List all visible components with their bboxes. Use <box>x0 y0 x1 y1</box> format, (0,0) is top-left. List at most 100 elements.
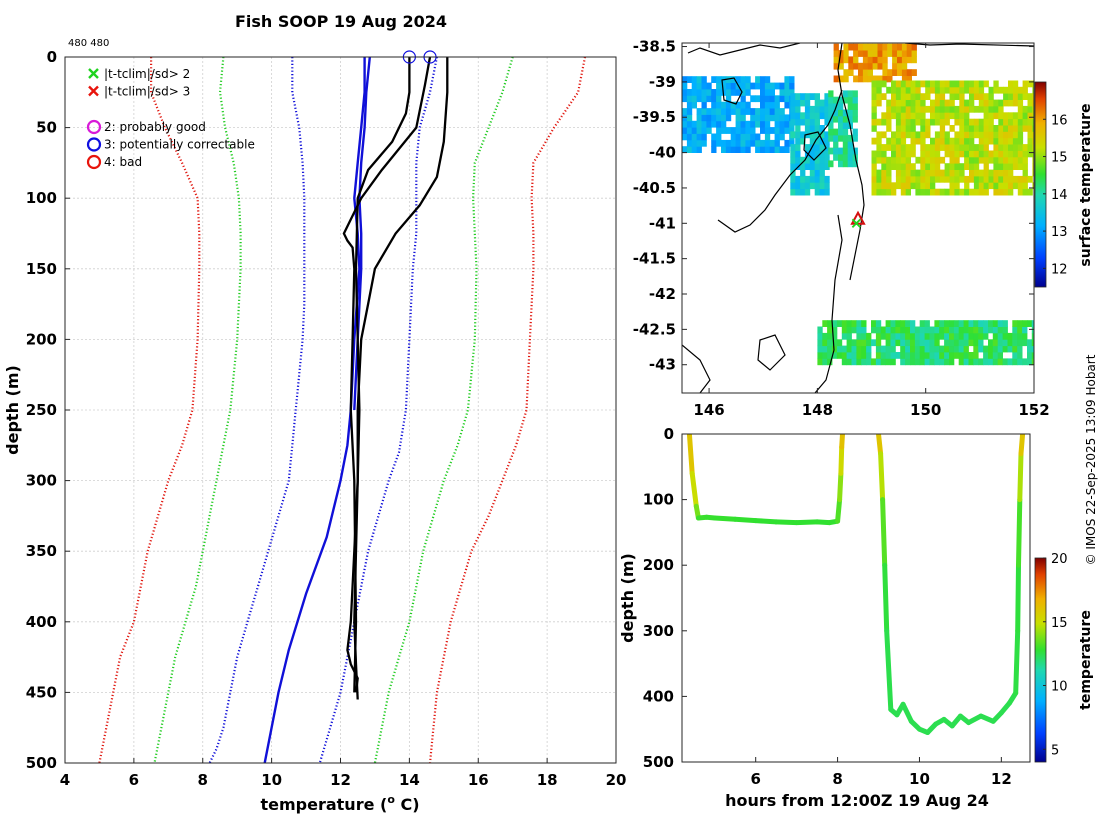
sst-cell <box>716 114 722 122</box>
sst-cell <box>701 127 707 134</box>
sst-cell <box>998 118 1004 126</box>
sst-cell <box>838 56 844 64</box>
sst-cell <box>881 163 887 170</box>
sst-cell <box>964 118 970 126</box>
sst-cell <box>735 133 741 141</box>
sst-cell <box>779 89 785 96</box>
sst-cell <box>764 133 771 141</box>
sst-cell <box>867 62 873 70</box>
sst-cell <box>958 339 964 347</box>
sst-cell <box>969 163 975 170</box>
temperature-colorbar-tick-label: 10 <box>1051 680 1068 695</box>
sst-cell <box>886 125 892 132</box>
sst-cell <box>969 125 975 132</box>
sst-cell <box>1022 326 1028 334</box>
sst-cell <box>891 93 897 100</box>
sst-cell <box>1017 326 1023 334</box>
sst-cell <box>892 43 898 51</box>
sst-cell <box>784 89 790 96</box>
sst-cell <box>998 188 1004 196</box>
sst-cell <box>925 169 931 177</box>
sst-cell <box>934 112 941 120</box>
sst-cell <box>973 80 980 88</box>
sst-cell <box>701 114 707 122</box>
sst-cell <box>795 175 801 183</box>
sst-cell <box>920 125 926 132</box>
sst-cell <box>716 139 722 147</box>
sst-cell <box>1003 137 1009 145</box>
sst-cell <box>881 93 887 100</box>
sst-cell <box>900 150 907 158</box>
sst-cell <box>682 127 688 134</box>
track-x-tick-label: 8 <box>832 770 842 788</box>
sst-cell <box>789 139 795 147</box>
sst-cell <box>730 139 736 147</box>
sst-cell <box>944 169 950 177</box>
sst-cell <box>949 358 955 366</box>
track-y-tick-label: 200 <box>643 556 674 574</box>
sst-cell <box>842 96 849 104</box>
sst-cell <box>745 127 751 134</box>
sst-cell <box>895 182 902 190</box>
sst-cell <box>814 131 820 139</box>
sst-cell <box>790 131 796 139</box>
sst-cell <box>988 169 994 177</box>
sst-cell <box>886 169 892 177</box>
sst-cell <box>887 50 893 57</box>
sst-cell <box>1003 156 1009 164</box>
sst-cell <box>911 69 917 76</box>
sst-cell <box>900 105 907 113</box>
sst-cell <box>1017 175 1024 183</box>
sst-cell <box>969 105 975 113</box>
sst-cell <box>682 146 688 153</box>
sst-cell <box>978 339 984 347</box>
sst-cell <box>847 103 853 110</box>
sst-cell <box>1027 112 1033 120</box>
sst-cell <box>822 339 828 347</box>
sst-cell <box>969 131 975 139</box>
temperature-colorbar-label: temperature <box>1078 610 1094 710</box>
sst-cell <box>919 345 925 353</box>
sst-cell <box>949 80 955 88</box>
sst-cell <box>934 80 941 88</box>
sst-cell <box>824 163 830 170</box>
sst-cell <box>964 112 970 120</box>
sst-cell <box>887 43 893 51</box>
sst-cell <box>895 137 902 145</box>
sst-cell <box>1002 326 1008 334</box>
sst-cell <box>973 131 980 139</box>
sst-cell <box>716 76 722 83</box>
sst-cell <box>861 352 867 359</box>
sst-cell <box>915 118 921 126</box>
sst-cell <box>800 118 806 126</box>
sst-cell <box>701 101 707 109</box>
x-tick-label: 16 <box>468 771 489 789</box>
y-tick-label: 450 <box>26 683 57 701</box>
sst-cell <box>827 352 833 359</box>
sst-cell <box>925 125 931 132</box>
sst-cell <box>769 95 775 103</box>
sst-cell <box>735 89 741 96</box>
sst-colorbar-tick-label: 12 <box>1051 262 1068 277</box>
sst-cell <box>973 125 980 132</box>
sst-cell <box>846 345 852 353</box>
sst-cell <box>735 76 741 83</box>
sst-cell <box>691 76 697 83</box>
sst-cell <box>1017 125 1024 132</box>
legend-x-marker <box>88 85 99 97</box>
sst-cell <box>998 175 1004 183</box>
profile-series <box>98 57 587 763</box>
sst-cell <box>795 93 801 100</box>
sst-cell <box>905 144 911 151</box>
sst-cell <box>930 163 936 170</box>
track-y-tick-label: 100 <box>643 491 674 509</box>
sst-cell <box>740 120 746 128</box>
sst-cell <box>900 188 907 196</box>
sst-cell <box>861 320 867 327</box>
sst-cell <box>1027 118 1033 126</box>
sst-cell <box>920 118 926 126</box>
sst-cell <box>885 332 891 340</box>
map-y-tick-label: -41.5 <box>633 250 676 268</box>
map-x-tick-label: 148 <box>802 401 833 419</box>
